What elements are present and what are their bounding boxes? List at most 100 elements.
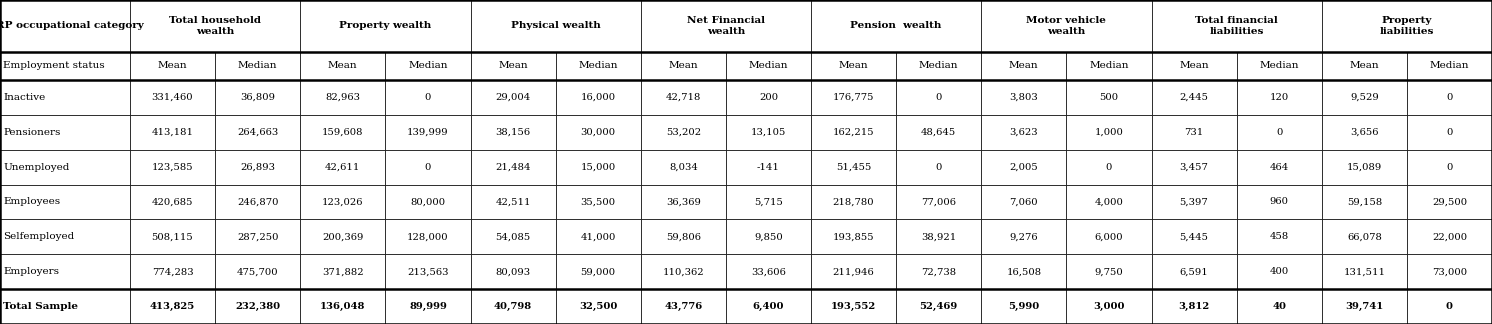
Bar: [812, 80, 897, 115]
Text: 9,750: 9,750: [1095, 267, 1123, 276]
Bar: [215, 150, 300, 185]
Bar: [300, 254, 385, 289]
Text: 3,623: 3,623: [1010, 128, 1038, 137]
Bar: [727, 289, 812, 324]
Bar: [0, 289, 130, 324]
Bar: [727, 115, 812, 150]
Text: 413,181: 413,181: [152, 128, 194, 137]
Text: 16,508: 16,508: [1006, 267, 1041, 276]
Text: 0: 0: [1276, 128, 1283, 137]
Bar: [130, 80, 215, 115]
Bar: [555, 289, 640, 324]
Text: 287,250: 287,250: [237, 232, 279, 241]
Bar: [555, 219, 640, 254]
Text: 21,484: 21,484: [495, 163, 531, 172]
Text: 200: 200: [759, 93, 777, 102]
Bar: [727, 219, 812, 254]
Text: 40: 40: [1273, 302, 1286, 311]
Text: 80,000: 80,000: [410, 198, 446, 206]
Text: 7,060: 7,060: [1010, 198, 1038, 206]
Text: 3,812: 3,812: [1179, 302, 1210, 311]
Text: 139,999: 139,999: [407, 128, 449, 137]
Bar: [812, 150, 897, 185]
Bar: [812, 289, 897, 324]
Text: 159,608: 159,608: [322, 128, 364, 137]
Bar: [897, 150, 982, 185]
Text: 39,741: 39,741: [1346, 302, 1383, 311]
Text: Unemployed: Unemployed: [3, 163, 69, 172]
Text: 5,990: 5,990: [1009, 302, 1040, 311]
Text: Total financial
liabilities: Total financial liabilities: [1195, 16, 1279, 36]
Text: Mean: Mean: [1009, 62, 1038, 71]
Bar: [812, 219, 897, 254]
Bar: [300, 150, 385, 185]
Text: Median: Median: [409, 62, 448, 71]
Text: 42,611: 42,611: [325, 163, 361, 172]
Bar: [385, 289, 470, 324]
Bar: [640, 254, 727, 289]
Bar: [555, 115, 640, 150]
Bar: [1407, 254, 1492, 289]
Bar: [1407, 289, 1492, 324]
Bar: [0, 0, 130, 52]
Bar: [0, 219, 130, 254]
Text: 16,000: 16,000: [580, 93, 616, 102]
Bar: [1152, 254, 1237, 289]
Bar: [215, 254, 300, 289]
Text: 5,397: 5,397: [1180, 198, 1209, 206]
Text: 136,048: 136,048: [321, 302, 366, 311]
Bar: [640, 0, 812, 52]
Text: 960: 960: [1270, 198, 1289, 206]
Text: -141: -141: [756, 163, 780, 172]
Bar: [640, 150, 727, 185]
Bar: [1152, 185, 1237, 219]
Bar: [215, 219, 300, 254]
Bar: [470, 185, 555, 219]
Text: 0: 0: [1106, 163, 1112, 172]
Bar: [555, 80, 640, 115]
Text: 6,400: 6,400: [752, 302, 785, 311]
Bar: [897, 80, 982, 115]
Text: 72,738: 72,738: [921, 267, 956, 276]
Bar: [300, 115, 385, 150]
Bar: [385, 219, 470, 254]
Text: 193,552: 193,552: [831, 302, 876, 311]
Bar: [130, 219, 215, 254]
Bar: [0, 115, 130, 150]
Bar: [555, 254, 640, 289]
Text: 26,893: 26,893: [240, 163, 275, 172]
Text: 400: 400: [1270, 267, 1289, 276]
Bar: [1067, 185, 1152, 219]
Bar: [130, 289, 215, 324]
Bar: [812, 0, 982, 52]
Text: 42,718: 42,718: [665, 93, 701, 102]
Text: 110,362: 110,362: [662, 267, 704, 276]
Bar: [300, 219, 385, 254]
Text: Net Financial
wealth: Net Financial wealth: [686, 16, 765, 36]
Text: 0: 0: [935, 93, 941, 102]
Text: 80,093: 80,093: [495, 267, 531, 276]
Bar: [1322, 80, 1407, 115]
Bar: [300, 0, 470, 52]
Bar: [1322, 219, 1407, 254]
Bar: [982, 0, 1152, 52]
Bar: [1322, 150, 1407, 185]
Bar: [555, 185, 640, 219]
Bar: [470, 0, 640, 52]
Text: Mean: Mean: [498, 62, 528, 71]
Text: 30,000: 30,000: [580, 128, 616, 137]
Bar: [640, 115, 727, 150]
Bar: [897, 289, 982, 324]
Text: 82,963: 82,963: [325, 93, 360, 102]
Text: 0: 0: [425, 163, 431, 172]
Text: 3,803: 3,803: [1010, 93, 1038, 102]
Text: 0: 0: [1446, 128, 1453, 137]
Text: 3,457: 3,457: [1180, 163, 1209, 172]
Text: 120: 120: [1270, 93, 1289, 102]
Text: 29,500: 29,500: [1432, 198, 1467, 206]
Bar: [1237, 289, 1322, 324]
Bar: [727, 254, 812, 289]
Bar: [215, 115, 300, 150]
Bar: [982, 254, 1067, 289]
Bar: [130, 150, 215, 185]
